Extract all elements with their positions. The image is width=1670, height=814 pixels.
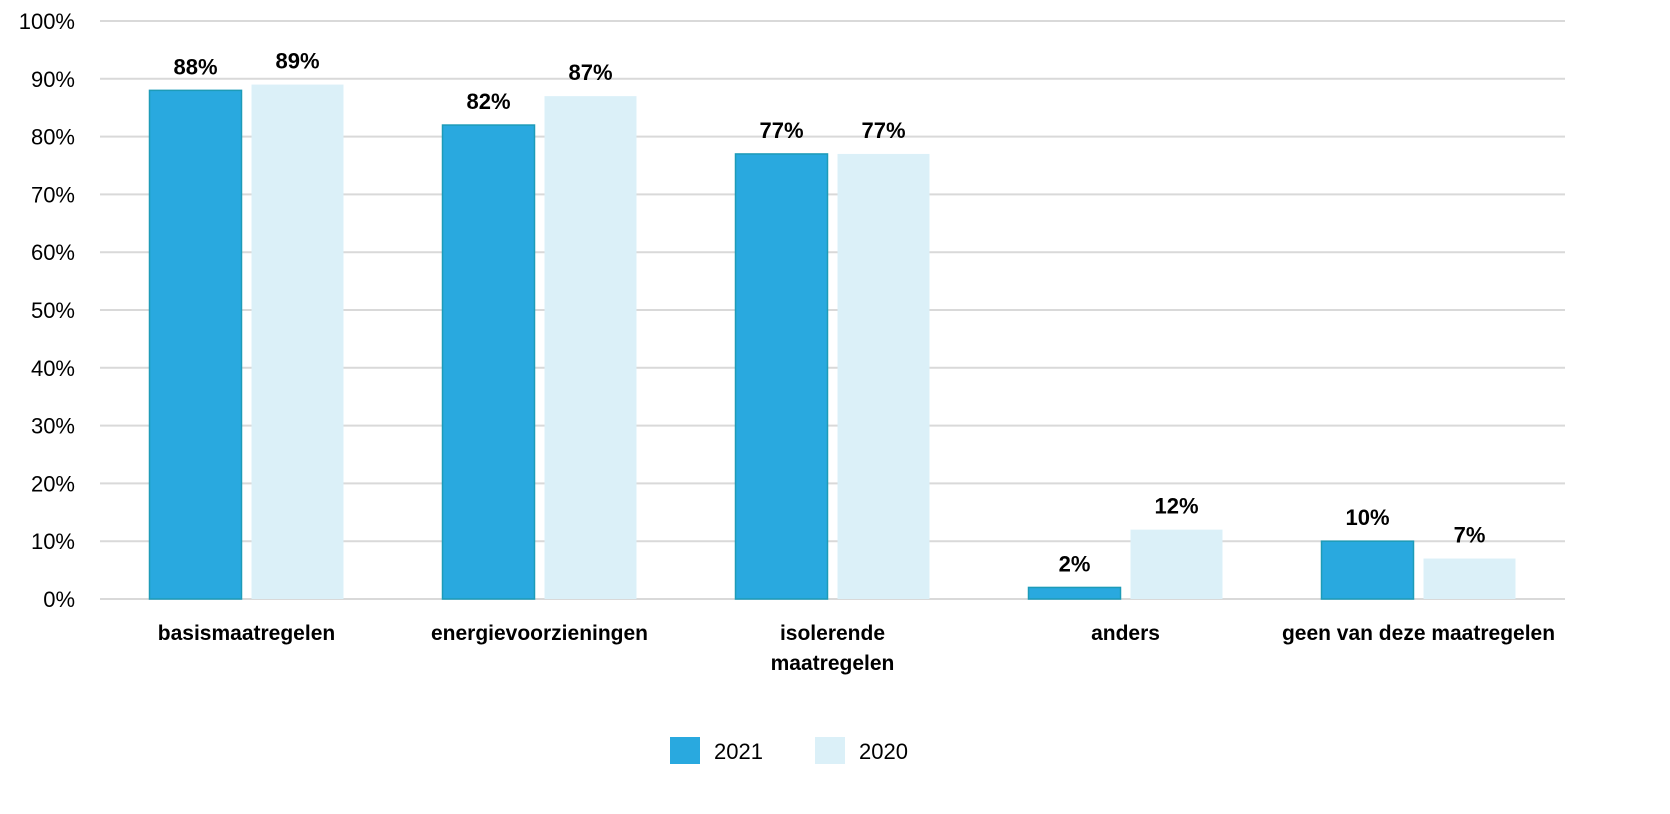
- bar-2021: [1027, 586, 1122, 600]
- y-tick-label: 10%: [31, 529, 75, 554]
- data-label: 12%: [1154, 494, 1198, 519]
- category-label: basismaatregelen: [158, 622, 335, 645]
- data-label: 87%: [568, 60, 612, 85]
- y-tick-label: 30%: [31, 414, 75, 439]
- bar-2020: [837, 153, 930, 599]
- legend-label: 2021: [714, 739, 763, 764]
- bar-2020: [544, 96, 637, 599]
- legend-label: 2020: [859, 739, 908, 764]
- y-tick-label: 70%: [31, 182, 75, 207]
- legend-swatch-2020: [815, 737, 845, 764]
- data-label: 82%: [466, 89, 510, 114]
- y-tick-label: 0%: [43, 587, 75, 612]
- y-tick-label: 80%: [31, 125, 75, 150]
- category-label: isolerende: [780, 622, 885, 645]
- bar-2020: [251, 84, 344, 599]
- legend-swatch-2021: [670, 737, 700, 764]
- category-label: anders: [1091, 622, 1160, 645]
- y-tick-label: 50%: [31, 298, 75, 323]
- data-label: 89%: [275, 49, 319, 74]
- bar-2021: [734, 153, 829, 600]
- bar-2021: [441, 124, 536, 600]
- data-label: 10%: [1345, 505, 1389, 530]
- y-tick-label: 90%: [31, 67, 75, 92]
- category-label: maatregelen: [771, 652, 895, 675]
- data-label: 2%: [1059, 551, 1091, 576]
- bar-2021: [1320, 540, 1415, 600]
- data-label: 7%: [1454, 523, 1486, 548]
- data-label: 77%: [861, 118, 905, 143]
- y-tick-label: 100%: [19, 9, 75, 34]
- bar-2020: [1423, 558, 1516, 599]
- y-tick-label: 60%: [31, 240, 75, 265]
- category-label: energievoorzieningen: [431, 622, 648, 645]
- bar-2021: [148, 89, 243, 600]
- data-label: 88%: [173, 54, 217, 79]
- bar-2020: [1130, 529, 1223, 599]
- y-tick-label: 40%: [31, 356, 75, 381]
- category-label: geen van deze maatregelen: [1282, 622, 1555, 645]
- y-tick-label: 20%: [31, 471, 75, 496]
- data-label: 77%: [759, 118, 803, 143]
